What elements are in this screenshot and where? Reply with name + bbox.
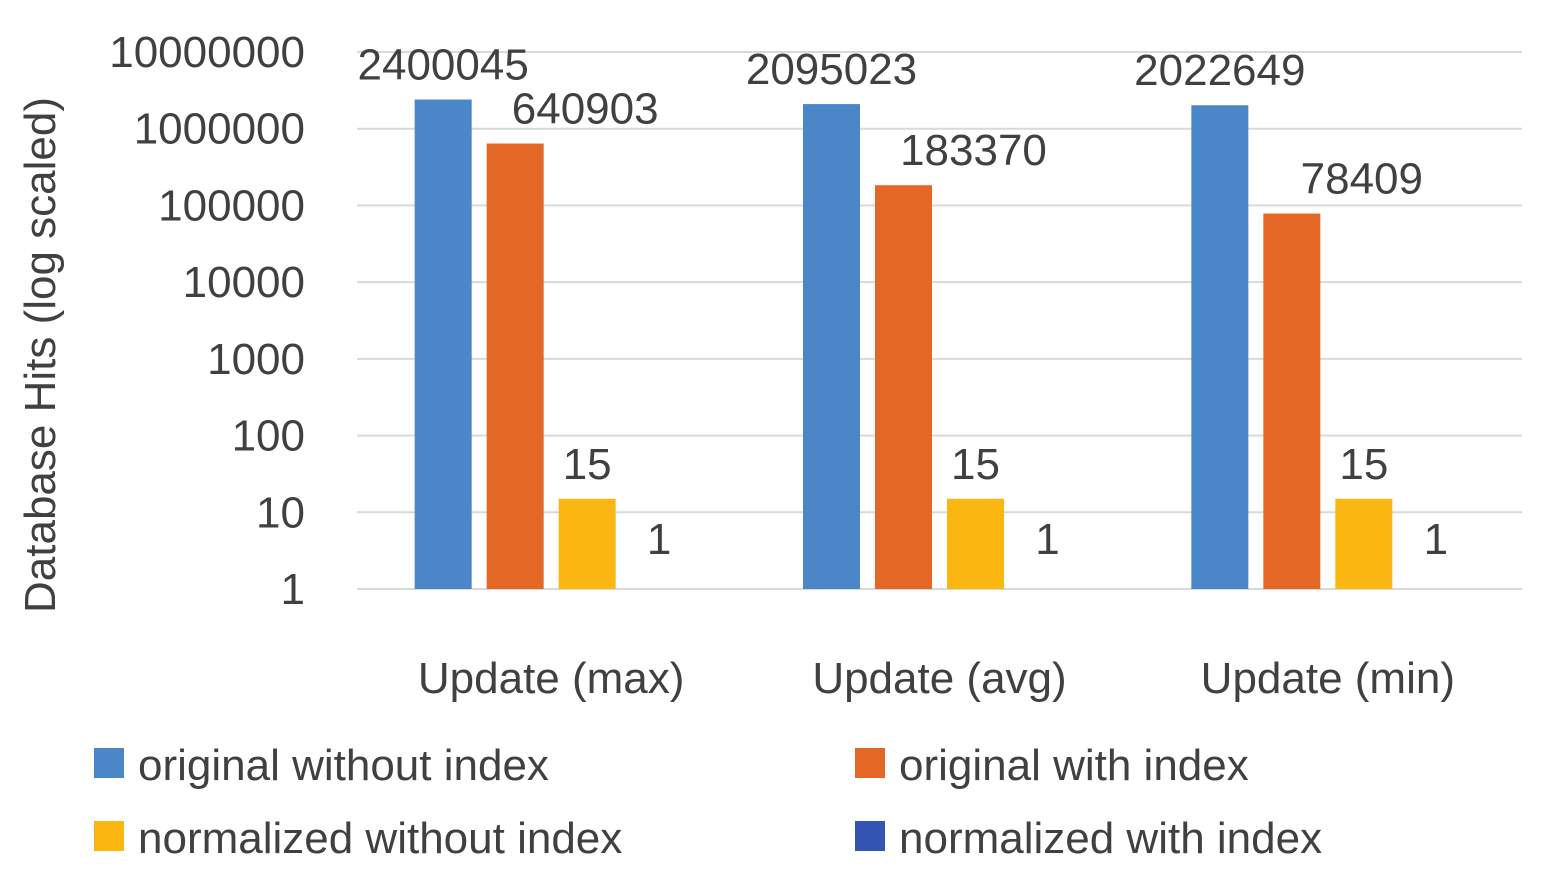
data-label: 2400045 [358, 41, 529, 90]
y-tick-label: 100 [232, 412, 305, 461]
legend: original without index original with inde… [94, 741, 1322, 863]
y-tick-label: 1 [281, 565, 305, 614]
legend-label: original without index [138, 741, 549, 790]
y-tick-label: 1000000 [134, 105, 305, 154]
data-label: 183370 [900, 126, 1047, 175]
data-label: 1 [1035, 515, 1059, 564]
data-label: 15 [1339, 440, 1388, 489]
x-tick-label: Update (max) [418, 654, 685, 703]
y-tick-label: 10 [256, 488, 305, 537]
bar [1191, 105, 1249, 589]
data-label: 1 [647, 515, 671, 564]
legend-label: normalized with index [899, 814, 1322, 863]
bar [486, 143, 544, 589]
legend-swatch [94, 821, 124, 851]
bar [803, 104, 860, 589]
bar [1335, 498, 1393, 589]
bar [414, 99, 472, 590]
legend-swatch [855, 821, 885, 851]
x-axis-ticks: Update (max) Update (avg) Update (min) [418, 654, 1455, 703]
y-tick-label: 100000 [158, 181, 305, 230]
data-label: 15 [563, 440, 612, 489]
data-label: 2095023 [746, 45, 917, 94]
bar [947, 498, 1004, 589]
legend-label: normalized without index [138, 814, 622, 863]
bars [414, 99, 1393, 590]
legend-swatch [94, 748, 124, 778]
y-axis-label: Database Hits (log scaled) [16, 97, 65, 613]
y-axis-ticks: 1 10 100 1000 10000 100000 1000000 10000000 [109, 28, 305, 614]
bar [558, 498, 616, 589]
x-tick-label: Update (min) [1201, 654, 1455, 703]
bar [875, 185, 932, 589]
y-tick-label: 10000000 [109, 28, 305, 77]
data-label: 78409 [1301, 155, 1423, 204]
x-tick-label: Update (avg) [812, 654, 1066, 703]
y-tick-label: 1000 [207, 335, 305, 384]
bar [1263, 213, 1321, 589]
data-label: 1 [1424, 515, 1448, 564]
data-label: 640903 [512, 85, 659, 134]
data-label: 15 [951, 440, 1000, 489]
legend-label: original with index [899, 741, 1249, 790]
gridlines [357, 51, 1522, 590]
y-tick-label: 10000 [183, 258, 305, 307]
data-label: 2022649 [1134, 46, 1305, 95]
legend-swatch [855, 748, 885, 778]
